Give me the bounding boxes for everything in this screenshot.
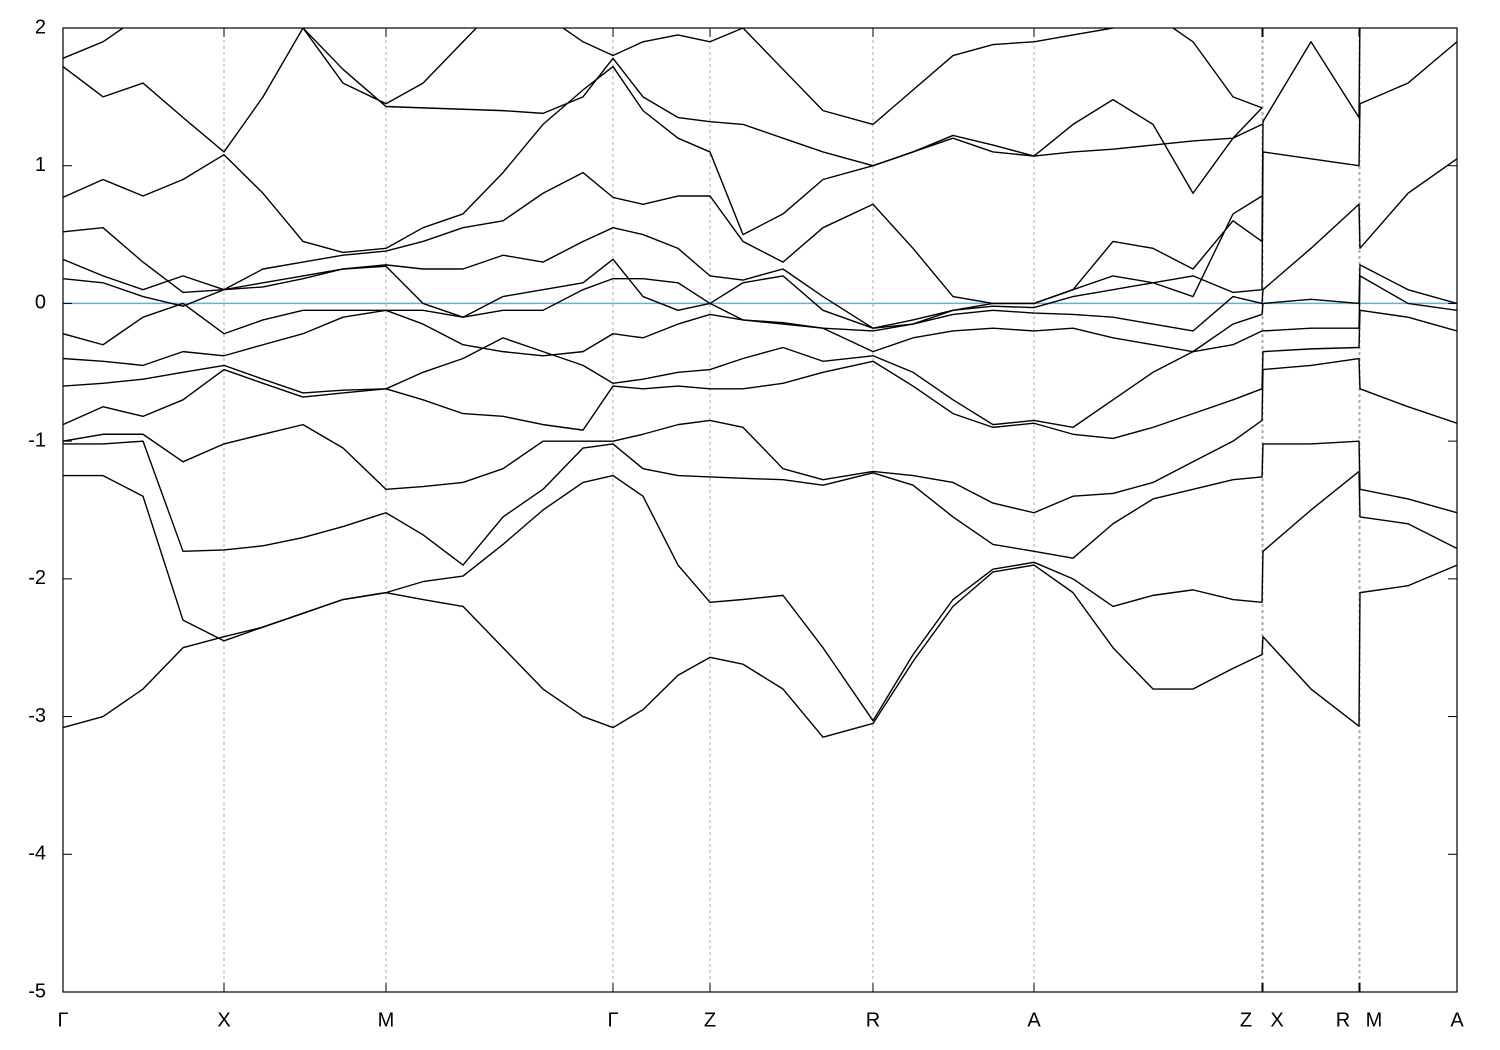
x-tick-label: M bbox=[1366, 1009, 1383, 1031]
y-tick-label: -3 bbox=[28, 705, 46, 727]
band-line bbox=[63, 275, 1457, 429]
band-line bbox=[63, 171, 1263, 305]
band-line bbox=[63, 28, 1263, 194]
x-tick-label: Z bbox=[1240, 1009, 1252, 1031]
band-line bbox=[63, 357, 1457, 514]
band-line bbox=[63, 470, 1457, 722]
bands bbox=[63, 28, 1457, 738]
band-line bbox=[63, 28, 1361, 329]
y-tick-label: 0 bbox=[35, 292, 46, 314]
y-tick-label: -4 bbox=[28, 843, 46, 865]
x-tick-label: A bbox=[1027, 1009, 1041, 1031]
y-tick-label: 2 bbox=[35, 16, 46, 38]
x-tick-label: Γ bbox=[607, 1009, 618, 1031]
x-tick-label: X bbox=[1270, 1009, 1283, 1031]
x-tick-label: Γ bbox=[57, 1009, 68, 1031]
band-line bbox=[63, 41, 1457, 329]
y-tick-label: 1 bbox=[35, 154, 46, 176]
band-line bbox=[63, 28, 1263, 126]
band-line bbox=[63, 564, 1457, 738]
x-tick-label: Z bbox=[704, 1009, 716, 1031]
plot-frame bbox=[62, 27, 1458, 993]
y-tick-label: -1 bbox=[28, 429, 46, 451]
x-tick-label: A bbox=[1450, 1009, 1464, 1031]
grid bbox=[223, 28, 1361, 992]
x-tick-label: M bbox=[378, 1009, 395, 1031]
x-tick-label: R bbox=[866, 1009, 880, 1031]
y-tick-label: -5 bbox=[28, 980, 46, 1002]
band-line bbox=[63, 158, 1457, 346]
x-tick-label: R bbox=[1336, 1009, 1350, 1031]
x-tick-label: X bbox=[217, 1009, 230, 1031]
band-line bbox=[63, 309, 1457, 440]
band-line bbox=[63, 65, 1263, 254]
y-tick-label: -2 bbox=[28, 567, 46, 589]
band-line bbox=[63, 440, 1457, 566]
